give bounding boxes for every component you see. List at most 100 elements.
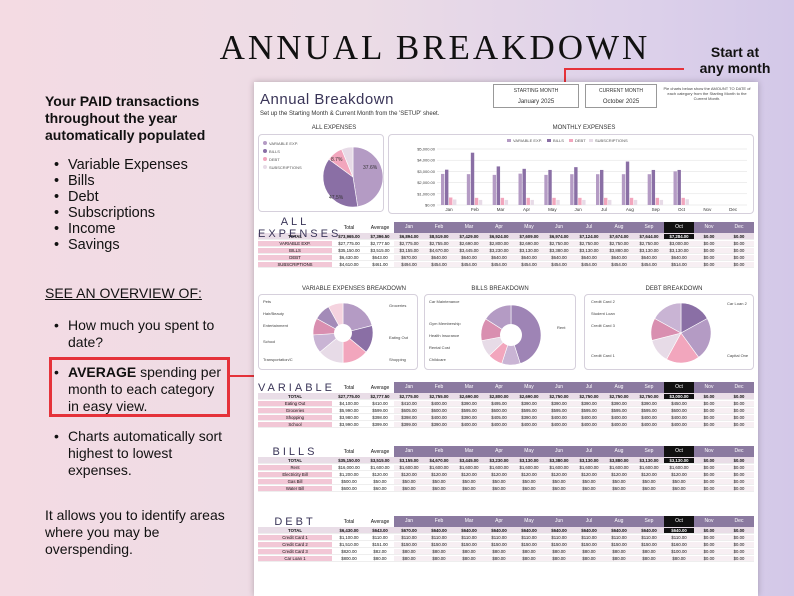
hero-title: ANNUAL BREAKDOWN bbox=[219, 28, 651, 67]
row-month-value: $80.00 bbox=[454, 555, 484, 561]
row-month-value: $3,445.00 bbox=[454, 247, 484, 253]
row-month-value: $400.00 bbox=[424, 400, 454, 406]
row-name: School bbox=[258, 421, 332, 427]
row-month-value: $670.00 bbox=[394, 254, 424, 260]
row-month-value: $50.00 bbox=[664, 478, 694, 484]
row-month-value: $1,600.00 bbox=[604, 464, 634, 470]
row-month-value: $400.00 bbox=[574, 414, 604, 420]
header-average: Average bbox=[370, 448, 390, 455]
pie-label: Hair/Beauty bbox=[263, 311, 284, 316]
row-month-value: $150.00 bbox=[454, 541, 484, 547]
bar bbox=[522, 168, 526, 205]
row-month-value: $2,690.00 bbox=[519, 393, 539, 399]
row-month-value: $80.00 bbox=[574, 555, 604, 561]
header-month: Mar bbox=[454, 446, 484, 457]
row-month-value: $80.00 bbox=[514, 548, 544, 554]
bullet-average: AVERAGE spending per month to each categ… bbox=[54, 364, 228, 415]
row-month-value: $7,674.00 bbox=[609, 233, 629, 239]
row-month-value: $0.00 bbox=[724, 485, 754, 491]
row-month-value: $640.00 bbox=[611, 527, 627, 533]
row-name: SUBSCRIPTIONS bbox=[258, 261, 332, 267]
row-month-value: $0.00 bbox=[694, 485, 724, 491]
row-month-value: $7,429.00 bbox=[459, 233, 479, 239]
row-month-value: $6,894.00 bbox=[399, 233, 419, 239]
section-label: DEBT bbox=[274, 515, 316, 528]
header-month: Oct bbox=[664, 382, 694, 393]
row-month-value: $0.00 bbox=[724, 555, 754, 561]
table-header-row: ALL EXPENSES Total Average Jan Feb Mar Apr May J… bbox=[258, 216, 754, 240]
row-name: DEBT bbox=[258, 254, 332, 260]
row-month-value: $0.00 bbox=[694, 464, 724, 470]
row-month-value: $80.00 bbox=[424, 548, 454, 554]
legend-label: BILLS bbox=[269, 149, 280, 154]
row-month-value: $0.00 bbox=[694, 555, 724, 561]
bar bbox=[629, 197, 634, 205]
row-month-value: $3,000.00 bbox=[664, 393, 694, 399]
header-average: Average bbox=[370, 224, 390, 231]
bar bbox=[673, 171, 677, 205]
header-month: May bbox=[514, 446, 544, 457]
row-month-value: $600.00 bbox=[484, 407, 514, 413]
row-month-value: $60.00 bbox=[514, 485, 544, 491]
row-month-value: $640.00 bbox=[581, 527, 597, 533]
row-month-value: $400.00 bbox=[454, 421, 484, 427]
row-month-value: $3,230.00 bbox=[489, 457, 509, 463]
bar bbox=[530, 199, 534, 205]
row-month-value: $80.00 bbox=[394, 555, 424, 561]
row-month-value: $0.00 bbox=[724, 534, 754, 540]
row-month-value: $640.00 bbox=[664, 254, 694, 260]
row-month-value: $0.00 bbox=[733, 393, 745, 399]
row-month-value: $3,130.00 bbox=[664, 247, 694, 253]
header-month: Dec bbox=[724, 382, 754, 393]
header-month: Apr bbox=[484, 446, 514, 457]
row-total: $800.00 bbox=[341, 555, 357, 561]
debt-chart-title: DEBT BREAKDOWN bbox=[645, 286, 703, 292]
debt-table: DEBT Total Average Jan Feb Mar Apr May Jun Jul Aug… bbox=[258, 516, 754, 562]
pie-slice bbox=[342, 302, 373, 334]
row-month-value: $60.00 bbox=[664, 485, 694, 491]
bills-chart-title: BILLS BREAKDOWN bbox=[471, 286, 529, 292]
legend-label: VARIABLE EXP. bbox=[269, 141, 298, 146]
pie-label: Eating Out bbox=[389, 335, 409, 340]
row-total: $5,990.00 bbox=[339, 407, 359, 413]
row-month-value: $80.00 bbox=[514, 555, 544, 561]
header-month: Jul bbox=[574, 222, 604, 233]
bar bbox=[570, 174, 574, 205]
bar bbox=[492, 174, 497, 205]
row-month-value: $110.00 bbox=[454, 534, 484, 540]
starting-month-box[interactable]: STARTING MONTH January 2025 bbox=[493, 84, 579, 108]
callout-line2: any month bbox=[699, 60, 771, 76]
legend-swatch bbox=[263, 149, 267, 153]
row-month-value: $8,519.00 bbox=[429, 233, 449, 239]
row-month-value: $0.00 bbox=[733, 457, 745, 463]
header-month: Jan bbox=[394, 446, 424, 457]
header-month: Nov bbox=[694, 446, 724, 457]
table-row: TOTAL $6,430.00 $643.00 $670.00 $640.00 $640.… bbox=[258, 527, 754, 534]
table-row: Shopping $3,980.00 $398.00 $398.00 $400.00 $3… bbox=[258, 414, 754, 421]
row-month-value: $50.00 bbox=[544, 478, 574, 484]
table-row: Credit Card 1 $1,100.00 $110.00 $110.00 $110… bbox=[258, 534, 754, 541]
highlight-box bbox=[49, 357, 230, 417]
legend-label: SUBSCRIPTIONS bbox=[269, 165, 302, 170]
x-tick-label: Apr bbox=[523, 207, 531, 212]
bar bbox=[466, 174, 471, 205]
row-name: Rent bbox=[258, 464, 332, 470]
row-month-value: $50.00 bbox=[394, 478, 424, 484]
row-month-value: $50.00 bbox=[574, 478, 604, 484]
row-month-value: $150.00 bbox=[574, 541, 604, 547]
current-month-label: CURRENT MONTH bbox=[598, 88, 644, 94]
header-average: Average bbox=[370, 518, 390, 525]
table-row: Groceries $5,990.00 $599.00 $605.00 $600.00 $… bbox=[258, 407, 754, 414]
row-month-value: $2,775.00 bbox=[394, 240, 424, 246]
row-month-value: $0.00 bbox=[694, 254, 724, 260]
header-month: Dec bbox=[724, 516, 754, 527]
row-name: Groceries bbox=[258, 407, 332, 413]
row-month-value: $3,130.00 bbox=[664, 457, 694, 463]
current-month-box[interactable]: CURRENT MONTH October 2025 bbox=[585, 84, 657, 108]
row-month-value: $400.00 bbox=[664, 421, 694, 427]
row-month-value: $398.00 bbox=[394, 414, 424, 420]
header-month: Jul bbox=[574, 516, 604, 527]
bullet-average-bold: AVERAGE bbox=[68, 364, 137, 380]
row-average: $399.00 bbox=[372, 421, 388, 427]
row-month-value: $160.00 bbox=[664, 541, 694, 547]
